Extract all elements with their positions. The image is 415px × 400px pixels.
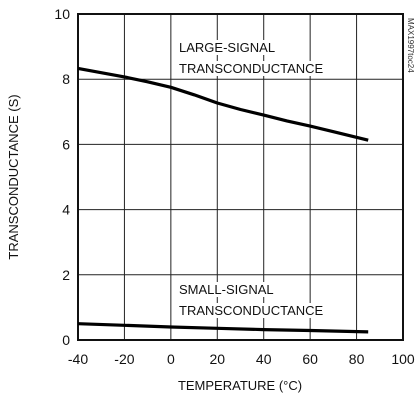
- y-tick-label: 2: [62, 267, 70, 283]
- x-tick-label: 20: [209, 351, 225, 367]
- x-tick-label: 100: [391, 351, 415, 367]
- y-tick-label: 4: [62, 202, 70, 218]
- x-tick-label: -40: [68, 351, 88, 367]
- series-layer: [77, 66, 369, 334]
- small-signal-label-line-2: TRANSCONDUCTANCE: [179, 303, 324, 318]
- x-tick-label: 0: [167, 351, 175, 367]
- y-tick-label: 10: [54, 6, 70, 22]
- small-signal-label-backing: [177, 282, 276, 297]
- y-tick-label: 6: [62, 136, 70, 152]
- y-tick-labels: 0 2 4 6 8 10: [54, 6, 70, 348]
- x-tick-label: 60: [302, 351, 318, 367]
- large-signal-label-line-2: TRANSCONDUCTANCE: [179, 61, 324, 76]
- large-signal-label-backing: [177, 40, 278, 55]
- x-axis-title: TEMPERATURE (°C): [178, 378, 302, 393]
- plot-frame: [77, 13, 404, 341]
- y-tick-label: 0: [62, 332, 70, 348]
- small-signal-label-line-1: SMALL-SIGNAL: [179, 282, 274, 297]
- y-tick-label: 8: [62, 71, 70, 87]
- x-tick-label: 40: [256, 351, 272, 367]
- large-signal-label-backing: [177, 61, 326, 76]
- y-axis-title: TRANSCONDUCTANCE (S): [6, 94, 21, 259]
- x-tick-label: 80: [349, 351, 365, 367]
- small-signal-line: [77, 322, 369, 334]
- figure-code: MAX1997toc24: [406, 18, 415, 73]
- x-tick-labels: -40 -20 0 20 40 60 80 100: [68, 351, 415, 367]
- large-signal-line: [77, 66, 369, 142]
- series-annotations: LARGE-SIGNAL TRANSCONDUCTANCE SMALL-SIGNAL…: [177, 40, 326, 318]
- x-tick-label: -20: [114, 351, 134, 367]
- small-signal-label-backing: [177, 303, 326, 318]
- large-signal-label-line-1: LARGE-SIGNAL: [179, 40, 275, 55]
